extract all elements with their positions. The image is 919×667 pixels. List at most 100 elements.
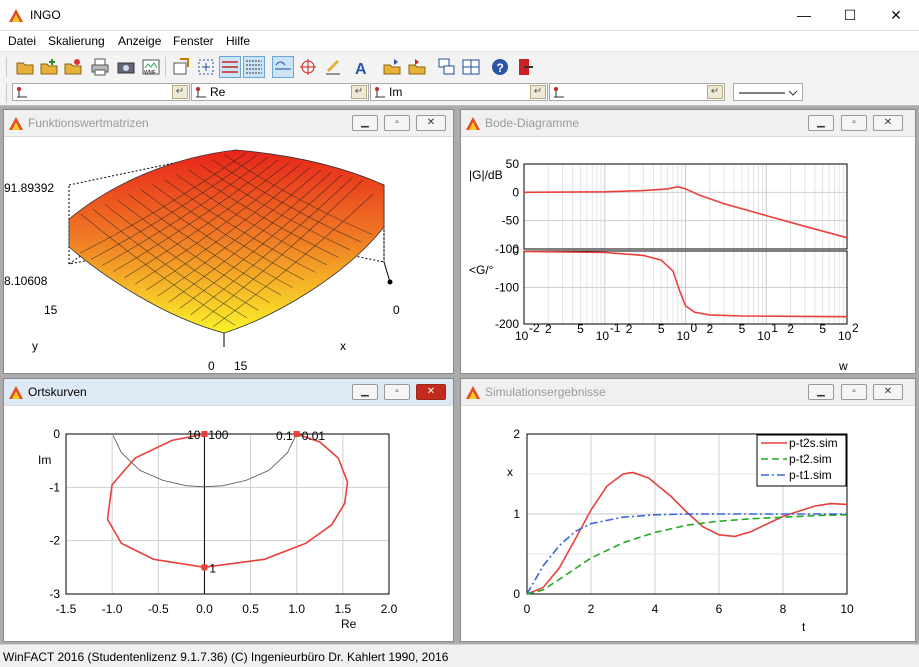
app-logo-icon	[466, 117, 480, 130]
cascade-windows-icon[interactable]	[436, 56, 458, 78]
y-tick-label: -100	[495, 281, 519, 295]
close-button[interactable]: ✕	[416, 384, 446, 400]
camera-icon[interactable]	[115, 56, 137, 78]
plot-area	[66, 434, 389, 594]
app-logo-icon	[9, 9, 23, 22]
properties-icon[interactable]	[170, 56, 192, 78]
series-line	[523, 250, 848, 318]
crosshair-icon[interactable]	[297, 56, 319, 78]
close-button[interactable]: ✕	[890, 7, 902, 23]
tile-windows-icon[interactable]	[460, 56, 482, 78]
x-tick-label: 1.0	[288, 602, 305, 616]
marker-label: 0.1	[276, 429, 293, 443]
window-caption[interactable]: Funktionswertmatrizen ▁ ▫ ✕	[4, 110, 453, 137]
window-simulation[interactable]: Simulationsergebnisse ▁ ▫ ✕ x t 0 2 4 6 8 10 0…	[460, 378, 916, 642]
app-logo-icon	[9, 386, 23, 399]
x-tick-label: 5	[739, 322, 746, 336]
axis-scale-icon[interactable]	[272, 56, 294, 78]
maximize-button[interactable]: ▫	[841, 115, 867, 131]
maximize-button[interactable]: ▫	[384, 115, 410, 131]
coordinate-field-im[interactable]: Im ↵	[370, 83, 548, 101]
plot-frame	[523, 250, 848, 325]
minimize-button[interactable]: ▁	[352, 115, 378, 131]
svg-text:WMF: WMF	[144, 70, 156, 76]
menu-hilfe[interactable]: Hilfe	[226, 34, 251, 48]
window-bode[interactable]: Bode-Diagramme ▁ ▫ ✕ |G|/dB <G/° w 50 0 -5…	[460, 109, 916, 374]
window-functions[interactable]: Funktionswertmatrizen ▁ ▫ ✕ 91.89392 8.1…	[3, 109, 454, 374]
load-data-icon[interactable]	[381, 56, 403, 78]
enter-button-4[interactable]: ↵	[707, 85, 723, 99]
line-style-preview	[739, 90, 798, 96]
y-tick-label: -2	[49, 534, 60, 548]
help-icon[interactable]: ?	[489, 56, 511, 78]
legend-label: p-t1.sim	[789, 468, 832, 482]
close-button[interactable]: ✕	[416, 115, 446, 131]
edit-curve-icon[interactable]	[322, 56, 344, 78]
close-button[interactable]: ✕	[873, 384, 903, 400]
wmf-export-icon[interactable]: WMF	[140, 56, 162, 78]
x-tick-label: 10	[838, 329, 852, 343]
window-nyquist[interactable]: Ortskurven ▁ ▫ ✕ Im Re -1.5 -1.0 -0.5 0.0 0.…	[3, 378, 454, 642]
grid-lines-icon[interactable]	[219, 56, 241, 78]
frequency-marker	[201, 564, 208, 571]
fine-grid-icon[interactable]	[243, 56, 265, 78]
y-tick-label: -3	[49, 587, 60, 601]
coordinate-field-1[interactable]: ↵	[12, 83, 190, 101]
axis-corner-point	[387, 279, 393, 285]
save-data-icon[interactable]	[406, 56, 428, 78]
window-caption[interactable]: Ortskurven ▁ ▫ ✕	[4, 379, 453, 406]
maximize-button[interactable]: ☐	[843, 7, 857, 23]
minimize-button[interactable]: ▁	[352, 384, 378, 400]
enter-button-im[interactable]: ↵	[530, 85, 546, 99]
menu-datei[interactable]: Datei	[8, 34, 37, 48]
menu-anzeige[interactable]: Anzeige	[118, 34, 162, 48]
maximize-button[interactable]: ▫	[384, 384, 410, 400]
x-tick-label: 5	[577, 322, 584, 336]
x-tick-label: -1.0	[102, 602, 123, 616]
zmax-label: 91.89392	[4, 181, 54, 195]
mesh-line	[92, 208, 248, 319]
window-caption[interactable]: Simulationsergebnisse ▁ ▫ ✕	[461, 379, 915, 406]
menu-skalierung[interactable]: Skalierung	[48, 34, 105, 48]
nyquist-curve	[112, 435, 297, 488]
print-icon[interactable]	[89, 56, 111, 78]
window-caption[interactable]: Bode-Diagramme ▁ ▫ ✕	[461, 110, 915, 137]
new-folder-icon[interactable]	[38, 56, 60, 78]
magnitude-panel: 50 0 -50 -100	[495, 157, 848, 256]
plot-frame	[65, 433, 390, 595]
exit-icon[interactable]	[514, 56, 536, 78]
open-folder-icon[interactable]	[14, 56, 36, 78]
mesh-line	[128, 194, 282, 296]
x-tick-label: 2	[787, 322, 794, 336]
enter-button-1[interactable]: ↵	[172, 85, 188, 99]
font-icon[interactable]: A	[351, 56, 373, 78]
marker-label: 100	[208, 428, 228, 442]
mesh-line	[90, 154, 258, 260]
x-zero-label: 0	[393, 303, 400, 317]
y-tick-label: -200	[495, 317, 519, 331]
mesh-line	[212, 193, 374, 328]
minimize-button[interactable]: ▁	[808, 384, 834, 400]
zoom-frame-icon[interactable]	[195, 56, 217, 78]
simulation-plot: 0 2 4 6 8 10 0 1 2 p-t2s.sim p-t2.sim p-t1.sim	[513, 427, 854, 616]
series-line	[523, 185, 848, 239]
marker-label: 0.01	[302, 429, 326, 443]
folder-options-icon[interactable]	[62, 56, 84, 78]
enter-button-re[interactable]: ↵	[351, 85, 367, 99]
y-tick-label: -1	[49, 480, 60, 494]
y-tick-label: -100	[495, 242, 519, 256]
minimize-button[interactable]: ▁	[808, 115, 834, 131]
mesh-line	[188, 169, 339, 258]
coordinate-field-re[interactable]: Re ↵	[191, 83, 369, 101]
surface-plot: 91.89392 8.10608 15 y 0 x 0 15	[4, 149, 400, 373]
minimize-button[interactable]: —	[797, 7, 811, 23]
maximize-button[interactable]: ▫	[841, 384, 867, 400]
coordinate-field-4[interactable]: ↵	[549, 83, 725, 101]
y-tick-label: 0	[512, 185, 519, 199]
close-button[interactable]: ✕	[873, 115, 903, 131]
x-tick-label: 0.5	[242, 602, 259, 616]
im-axis-label: Im	[38, 453, 51, 467]
menu-fenster[interactable]: Fenster	[173, 34, 214, 48]
mesh-line	[201, 179, 364, 321]
line-style-select[interactable]	[733, 83, 803, 101]
